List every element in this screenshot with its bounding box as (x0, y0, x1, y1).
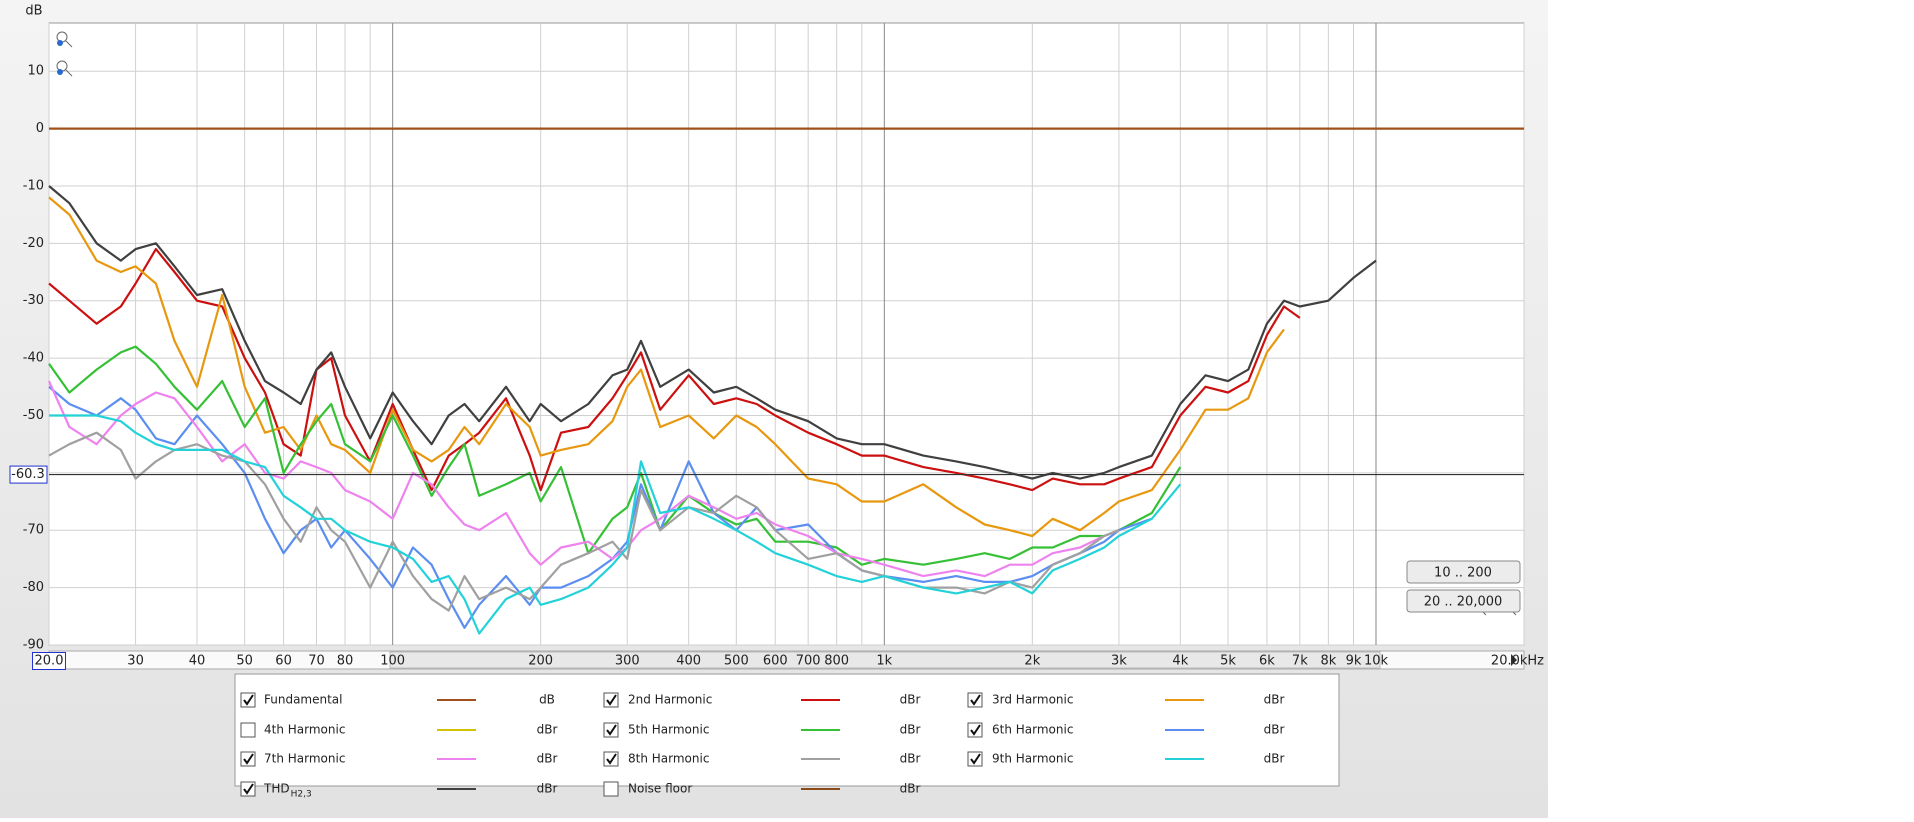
range-button-label[interactable]: 10 .. 200 (1434, 566, 1492, 581)
checkmark[interactable] (970, 694, 981, 706)
grid (48, 23, 1525, 646)
legend-unit: dBr (900, 723, 921, 737)
checkbox[interactable] (603, 781, 619, 797)
legend-label: 5th Harmonic (628, 723, 709, 737)
x-tick-label: 400 (676, 654, 701, 669)
legend-unit: dBr (1264, 723, 1285, 737)
series-line (47, 380, 1120, 578)
legend-box (234, 673, 1340, 787)
x-tick-label: 20.0kHz (1491, 654, 1544, 669)
x-tick-label: 9k (1346, 654, 1362, 669)
x-tick-label: 6k (1259, 654, 1275, 669)
x-tick-label: 8k (1320, 654, 1336, 669)
legend-unit: dBr (1264, 752, 1285, 766)
legend-unit: dBr (537, 752, 558, 766)
x-tick-label: 40 (189, 654, 206, 669)
x-tick-label: 2k (1024, 654, 1040, 669)
legend-label-sub: H2,3 (291, 790, 312, 800)
x-tick-label: 50 (236, 654, 253, 669)
legend-unit: dBr (1264, 693, 1285, 707)
range-button-label[interactable]: 20 .. 20,000 (1424, 595, 1503, 610)
y-tick-label: -20 (23, 236, 44, 251)
checkmark[interactable] (606, 694, 617, 706)
series-line (49, 414, 1182, 635)
x-tick-label: 1k (876, 654, 892, 669)
series-line (48, 196, 1285, 538)
legend-unit: dB (539, 693, 555, 707)
legend-unit: dBr (900, 752, 921, 766)
plot-area (48, 22, 1525, 646)
cursor-label: -60.3 (11, 467, 45, 482)
x-tick-label: 70 (308, 654, 325, 669)
legend-label: 7th Harmonic (264, 752, 345, 766)
series-line (48, 248, 1301, 492)
checkbox[interactable] (240, 722, 256, 738)
y-tick-label: -40 (23, 351, 44, 366)
checkmark[interactable] (243, 783, 254, 795)
y-tick-label: -30 (23, 293, 44, 308)
scrollbar[interactable] (48, 650, 1525, 670)
legend-label: 8th Harmonic (628, 752, 709, 766)
legend-label: Noise floor (628, 782, 692, 796)
x-tick-label: 80 (337, 654, 354, 669)
y-axis-title: dB (25, 4, 42, 19)
legend-label: Fundamental (264, 693, 343, 707)
range-button[interactable] (1406, 589, 1521, 613)
checkmark[interactable] (606, 724, 617, 736)
lines (47, 127, 1524, 635)
checkmark[interactable] (606, 753, 617, 765)
x-tick-label: 700 (796, 654, 821, 669)
y-tick-label: -70 (23, 523, 44, 538)
y-tick-label: -80 (23, 580, 44, 595)
cursor-box (9, 465, 48, 484)
x-tick-label: 60 (275, 654, 292, 669)
x-cursor-box (32, 652, 66, 670)
y-tick-label: 0 (36, 121, 44, 136)
legend-label: 3rd Harmonic (992, 693, 1073, 707)
legend-label: 2nd Harmonic (628, 693, 712, 707)
x-tick-label: 4k (1172, 654, 1188, 669)
legend-label: 6th Harmonic (992, 723, 1073, 737)
legend: Fundamental dB 2nd Harmonic dBr 3rd Harmonic… (240, 692, 1285, 800)
legend-unit: dBr (900, 782, 921, 796)
series-line (48, 345, 1182, 566)
x-tick-label: 200 (528, 654, 553, 669)
checkmark[interactable] (243, 694, 254, 706)
x-tick-label: 100 (380, 654, 405, 669)
y-tick-label: 10 (27, 64, 44, 79)
x-tick-label: 7k (1292, 654, 1308, 669)
y-tick-label: -10 (23, 178, 44, 193)
checkmark[interactable] (243, 753, 254, 765)
x-tick-label: 30 (127, 654, 144, 669)
legend-unit: dBr (537, 723, 558, 737)
x-tick-label: 5k (1220, 654, 1236, 669)
legend-unit: dBr (900, 693, 921, 707)
legend-unit: dBr (537, 782, 558, 796)
x-tick-label: 20.0 (35, 654, 64, 669)
legend-label: 9th Harmonic (992, 752, 1073, 766)
range-button[interactable] (1406, 560, 1521, 584)
checkmark[interactable] (970, 753, 981, 765)
x-tick-label: 800 (824, 654, 849, 669)
x-tick-label: 500 (724, 654, 749, 669)
x-tick-label: 300 (615, 654, 640, 669)
legend-label: 4th Harmonic (264, 723, 345, 737)
x-tick-label: 10k (1364, 654, 1389, 669)
series-line (48, 185, 1377, 480)
checkmark[interactable] (970, 724, 981, 736)
x-tick-label: 600 (763, 654, 788, 669)
x-tick-label: 3k (1111, 654, 1127, 669)
legend-label: THD (263, 782, 290, 796)
y-tick-label: -90 (23, 638, 44, 653)
y-tick-label: -50 (23, 408, 44, 423)
